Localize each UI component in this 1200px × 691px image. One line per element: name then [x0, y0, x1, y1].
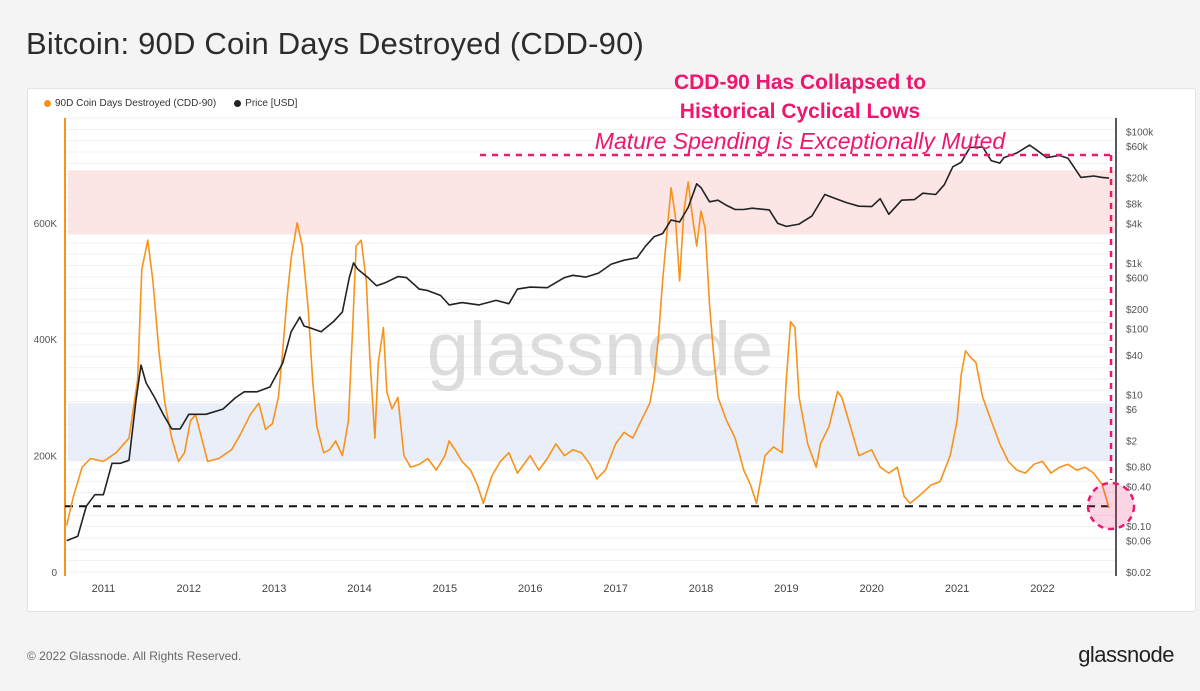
- y-right-tick-label: $0.10: [1126, 522, 1151, 533]
- x-tick-label: 2012: [177, 583, 201, 595]
- y-left-tick-label: 200K: [34, 452, 58, 463]
- annotation-highlight-circle: [1086, 481, 1136, 531]
- legend-label-price: Price [USD]: [245, 98, 298, 109]
- y-right-tick-label: $100: [1126, 325, 1149, 336]
- x-tick-label: 2011: [92, 583, 116, 595]
- y-right-tick-label: $10: [1126, 390, 1143, 401]
- y-right-tick-label: $60k: [1126, 142, 1149, 153]
- y-right-tick-label: $200: [1126, 305, 1149, 316]
- price-series-line: [66, 144, 1110, 542]
- annotation-line-1: CDD-90 Has Collapsed to: [673, 71, 927, 94]
- y-right-tick-label: $100k: [1126, 127, 1154, 138]
- y-left-tick-label: 0: [51, 568, 57, 579]
- chart-legend: 90D Coin Days Destroyed (CDD-90) Price […: [44, 98, 297, 109]
- annotation-line-3: Mature Spending is Exceptionally Muted: [594, 128, 1006, 154]
- x-tick-label: 2019: [774, 583, 798, 595]
- y-right-tick-label: $600: [1126, 274, 1149, 285]
- x-tick-label: 2017: [603, 583, 627, 595]
- x-tick-label: 2022: [1030, 583, 1054, 595]
- y-right-tick-label: $2: [1126, 436, 1138, 447]
- annotation-line-2: Historical Cyclical Lows: [679, 100, 921, 123]
- x-tick-label: 2018: [689, 583, 713, 595]
- y-right-tick-label: $0.06: [1126, 537, 1151, 548]
- y-right-tick-label: $6: [1126, 405, 1138, 416]
- x-tick-label: 2021: [945, 583, 969, 595]
- y-right-tick-label: $8k: [1126, 200, 1143, 211]
- legend-dot-price: [234, 100, 242, 107]
- band-low: [68, 403, 1115, 462]
- x-tick-label: 2016: [518, 583, 542, 595]
- y-right-tick-label: $40: [1126, 351, 1143, 362]
- cdd-series-line: [65, 181, 1110, 526]
- x-tick-label: 2013: [262, 583, 286, 595]
- x-tick-label: 2015: [433, 583, 457, 595]
- page-title: Bitcoin: 90D Coin Days Destroyed (CDD-90…: [26, 26, 645, 61]
- legend-label-cdd: 90D Coin Days Destroyed (CDD-90): [55, 98, 217, 109]
- y-right-tick-label: $0.80: [1126, 463, 1151, 474]
- legend-item-cdd[interactable]: 90D Coin Days Destroyed (CDD-90): [44, 98, 216, 109]
- y-right-tick-label: $20k: [1126, 173, 1149, 184]
- y-left-tick-label: 600K: [34, 219, 58, 230]
- copyright-text: © 2022 Glassnode. All Rights Reserved.: [27, 649, 242, 663]
- y-right-tick-label: $0.40: [1126, 482, 1151, 493]
- legend-dot-cdd: [44, 100, 51, 107]
- glassnode-logo[interactable]: glassnode: [1078, 642, 1174, 667]
- y-right-tick-label: $1k: [1126, 259, 1143, 270]
- y-left-tick-label: 400K: [34, 335, 58, 346]
- band-high: [68, 170, 1115, 235]
- x-tick-label: 2014: [347, 583, 371, 595]
- legend-item-price[interactable]: Price [USD]: [234, 98, 297, 109]
- y-right-tick-label: $0.02: [1126, 568, 1151, 579]
- watermark: glassnode: [427, 307, 774, 392]
- x-tick-label: 2020: [859, 583, 883, 595]
- y-right-tick-label: $4k: [1126, 219, 1143, 230]
